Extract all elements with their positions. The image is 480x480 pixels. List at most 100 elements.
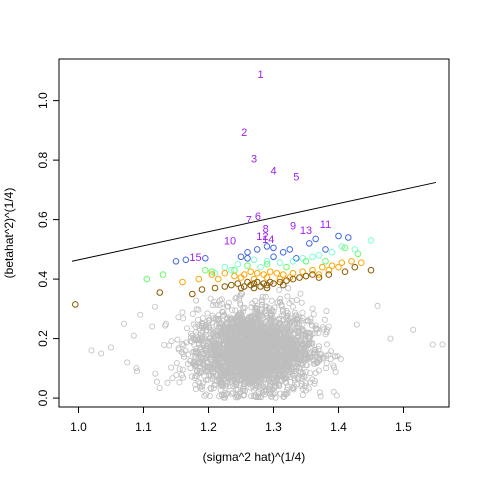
cloud-point [254, 310, 261, 317]
cloud-point [173, 371, 180, 378]
data-point [328, 262, 336, 270]
point-label: 14 [262, 234, 274, 246]
cloud-point [257, 384, 264, 391]
cloud-point [302, 380, 309, 387]
cloud-point [317, 393, 324, 400]
data-point [335, 232, 342, 240]
cloud-point [124, 359, 131, 366]
cloud-point [179, 309, 186, 316]
cloud-point [201, 336, 208, 343]
point-label: 3 [251, 154, 257, 166]
cloud-point [210, 350, 217, 357]
data-point [341, 268, 349, 276]
data-point [231, 272, 238, 280]
data-point [270, 280, 277, 287]
cloud-point [206, 356, 213, 363]
cloud-point [274, 324, 281, 331]
cloud-point [161, 341, 168, 348]
cloud-point [193, 361, 200, 368]
cloud-point [262, 306, 269, 313]
data-point [312, 235, 320, 243]
cloud-point [168, 338, 175, 345]
cloud-point [228, 390, 235, 397]
cloud-point [315, 346, 322, 353]
cloud-point [327, 356, 334, 363]
cloud-point [247, 370, 254, 377]
cloud-point [273, 361, 280, 368]
cloud-point [193, 367, 200, 374]
data-point [215, 275, 222, 283]
cloud-point [264, 371, 271, 378]
cloud-point [182, 347, 189, 354]
cloud-point [309, 305, 316, 312]
cloud-point [221, 311, 228, 318]
data-point [208, 268, 216, 276]
cloud-point [180, 341, 187, 348]
cloud-point [220, 309, 227, 316]
cloud-point [270, 342, 277, 349]
data-point [328, 249, 336, 256]
data-point [319, 263, 326, 271]
data-point [250, 284, 258, 292]
cloud-point [276, 343, 283, 350]
cloud-point [284, 293, 291, 300]
data-point [341, 244, 349, 252]
cloud-point [327, 348, 334, 355]
cloud-point [174, 336, 181, 343]
cloud-point [290, 385, 297, 392]
cloud-point [255, 361, 262, 368]
cloud-point [299, 309, 306, 316]
cloud-point [179, 366, 186, 373]
cloud-point [228, 325, 235, 332]
cloud-point [224, 314, 231, 321]
cloud-point [299, 385, 306, 392]
data-point [237, 274, 245, 281]
cloud-point [287, 359, 294, 366]
data-point [325, 271, 333, 278]
cloud-point [289, 303, 296, 310]
cloud-point [387, 335, 394, 342]
cloud-point [210, 327, 217, 334]
data-point [351, 246, 359, 253]
cloud-point [280, 316, 287, 323]
cloud-point [299, 342, 306, 349]
cloud-point [284, 326, 291, 333]
cloud-point [276, 299, 283, 306]
cloud-point [244, 329, 251, 336]
cloud-point [277, 330, 284, 337]
cloud-point [410, 326, 417, 333]
data-point [263, 258, 271, 265]
data-point [289, 258, 297, 265]
cloud-point [299, 369, 306, 376]
cloud-point [312, 347, 319, 354]
cloud-point [254, 306, 261, 313]
cloud-point [330, 388, 337, 395]
series-blue [172, 232, 352, 265]
data-point [276, 259, 284, 267]
cloud-point [282, 374, 289, 381]
cloud-point [236, 367, 243, 374]
cloud-point [316, 354, 323, 361]
cloud-point [98, 350, 105, 357]
cloud-point [225, 331, 232, 338]
cloud-point [264, 332, 271, 339]
cloud-point [200, 355, 207, 362]
cloud-point [233, 375, 240, 382]
data-point [279, 281, 287, 289]
point-label: 12 [256, 231, 268, 243]
cloud-point [195, 306, 202, 313]
cloud-point [232, 360, 239, 367]
cloud-point [196, 323, 203, 330]
cloud-point [333, 392, 340, 399]
cloud-point [314, 359, 321, 366]
cloud-point [221, 351, 228, 358]
cloud-point [203, 391, 210, 398]
cloud-point [268, 390, 275, 397]
y-axis-label: (betahat^2)^(1/4) [2, 188, 16, 279]
cloud-point [249, 325, 256, 332]
cloud-point [276, 382, 283, 389]
cloud-point [121, 320, 128, 327]
cloud-point [236, 329, 243, 336]
cloud-point [277, 332, 284, 339]
